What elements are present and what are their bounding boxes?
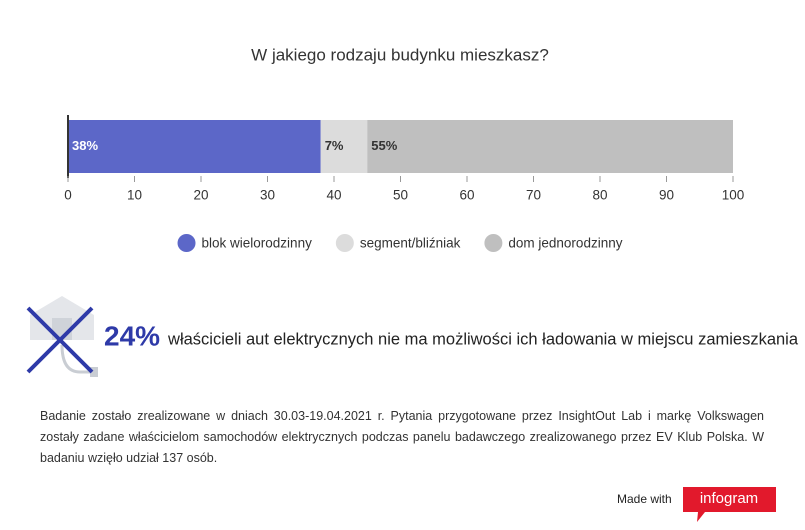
legend-label: segment/bliźniak [360, 236, 461, 251]
callout-figure: 24% [104, 320, 160, 351]
chart-title: W jakiego rodzaju budynku mieszkasz? [251, 45, 549, 64]
x-tick-label: 20 [193, 188, 208, 203]
bar-segment [320, 120, 368, 173]
x-tick-label: 80 [592, 188, 607, 203]
badge-prefix: Made with [617, 492, 672, 506]
legend-swatch [484, 234, 503, 252]
legend-label: blok wielorodzinny [202, 236, 313, 251]
badge-brand: infogram [700, 490, 758, 507]
legend-swatch [335, 234, 354, 252]
data-label: 38% [72, 138, 98, 153]
bar-segment [68, 120, 321, 173]
x-tick-label: 60 [459, 188, 474, 203]
no-charging-icon [26, 296, 98, 377]
x-tick-label: 30 [260, 188, 275, 203]
data-label: 7% [325, 138, 344, 153]
x-tick-label: 40 [326, 188, 341, 203]
callout-text: właścicieli aut elektrycznych nie ma moż… [167, 330, 799, 348]
x-tick-label: 70 [526, 188, 541, 203]
x-tick-label: 50 [393, 188, 408, 203]
data-label: 55% [371, 138, 397, 153]
legend-swatch [177, 234, 196, 252]
badge-box [683, 487, 776, 522]
x-tick-label: 90 [659, 188, 674, 203]
footnote: Badanie zostało zrealizowane w dniach 30… [40, 409, 764, 465]
x-tick-label: 100 [722, 188, 745, 203]
x-tick-label: 10 [127, 188, 142, 203]
bar-segment [367, 120, 733, 173]
legend-label: dom jednorodzinny [508, 236, 622, 251]
x-tick-label: 0 [64, 188, 72, 203]
